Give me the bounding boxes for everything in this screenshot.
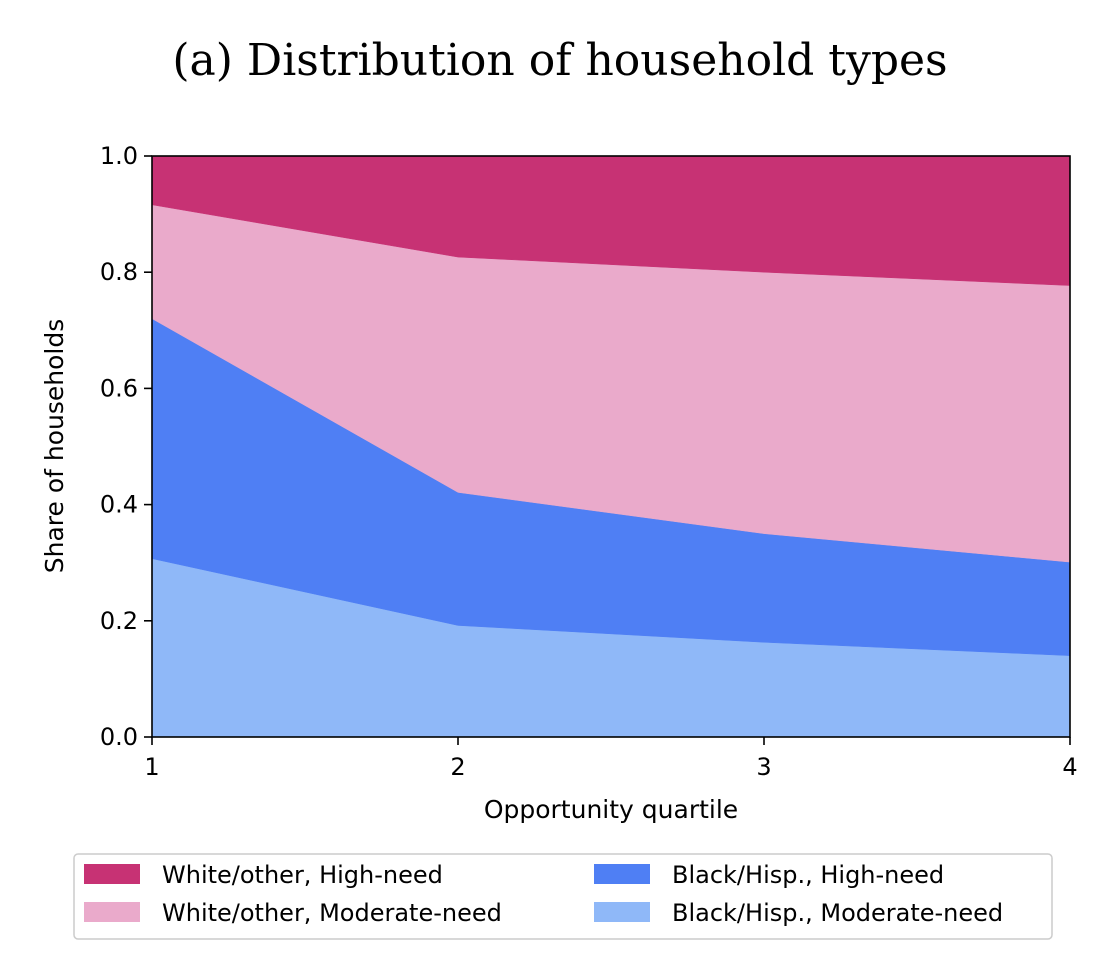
legend: White/other, High-need White/other, Moder…	[73, 853, 1053, 940]
y-tick-label: 1.0	[100, 142, 138, 170]
y-tick-label: 0.2	[100, 607, 138, 635]
chart-title: (a) Distribution of household types	[172, 35, 947, 86]
y-tick-label: 0.4	[100, 491, 138, 519]
legend-label: White/other, Moderate-need	[162, 899, 502, 927]
y-tick-label: 0.0	[100, 723, 138, 751]
legend-swatch	[84, 864, 140, 884]
x-tick-label: 4	[1062, 753, 1077, 781]
y-axis-ticks: 0.0 0.2 0.4 0.6 0.8 1.0	[100, 142, 152, 751]
y-axis-label: Share of households	[40, 319, 69, 574]
legend-entry: Black/Hisp., Moderate-need	[594, 899, 1003, 927]
legend-entry: White/other, Moderate-need	[84, 899, 502, 927]
legend-label: Black/Hisp., High-need	[672, 861, 944, 889]
x-tick-label: 3	[756, 753, 771, 781]
legend-label: White/other, High-need	[162, 861, 443, 889]
plot-frame	[151, 155, 1071, 738]
legend-frame	[73, 853, 1053, 940]
legend-entry: White/other, High-need	[84, 861, 443, 889]
x-axis-label: Opportunity quartile	[484, 795, 738, 824]
area-series-group	[151, 155, 1071, 738]
x-tick-label: 1	[144, 753, 159, 781]
legend-swatch	[594, 902, 650, 922]
y-tick-label: 0.8	[100, 258, 138, 286]
legend-swatch	[84, 902, 140, 922]
legend-label: Black/Hisp., Moderate-need	[672, 899, 1003, 927]
x-axis-ticks: 1 2 3 4	[144, 737, 1078, 781]
x-tick-label: 2	[450, 753, 465, 781]
legend-swatch	[594, 864, 650, 884]
y-tick-label: 0.6	[100, 374, 138, 402]
legend-entry: Black/Hisp., High-need	[594, 861, 944, 889]
